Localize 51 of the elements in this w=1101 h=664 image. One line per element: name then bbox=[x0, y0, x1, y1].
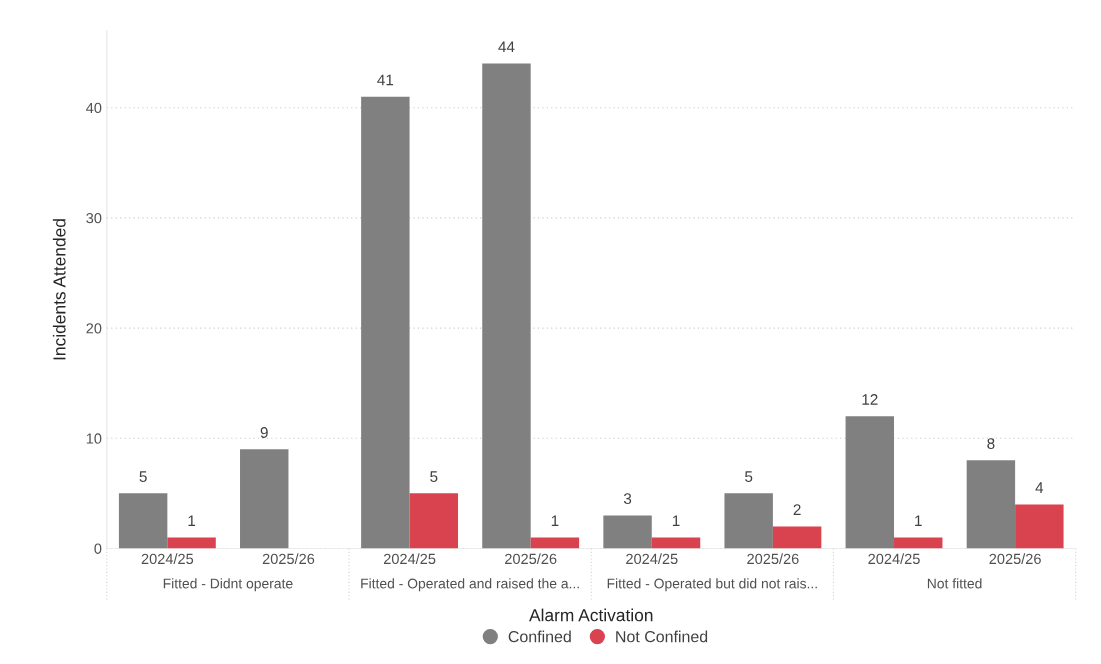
data-label: 41 bbox=[377, 74, 394, 86]
x-tick-label: 2024/25 bbox=[383, 553, 436, 565]
data-label: 1 bbox=[672, 515, 680, 526]
x-tick-label: 2024/25 bbox=[626, 553, 678, 565]
x-tick-label: 2024/25 bbox=[141, 553, 194, 565]
text: Fitted - Operated and raised the a... bbox=[361, 578, 579, 592]
x-tick-label: 2025/26 bbox=[262, 553, 315, 565]
bar bbox=[118, 493, 168, 549]
bar bbox=[894, 537, 943, 549]
data-label: 1 bbox=[915, 515, 922, 526]
bar bbox=[772, 526, 822, 549]
data-label: 5 bbox=[745, 471, 753, 483]
data-label: 4 bbox=[1035, 482, 1044, 493]
bar bbox=[530, 537, 580, 549]
data-label: 44 bbox=[498, 41, 515, 53]
data-label: 5 bbox=[139, 471, 147, 483]
x-tick-label: 2025/26 bbox=[989, 553, 1041, 565]
data-label: 1 bbox=[188, 515, 196, 526]
x-tick-label: 2025/26 bbox=[747, 553, 799, 565]
legend-label: Confined bbox=[508, 630, 571, 643]
y-tick-label: 10 bbox=[86, 433, 102, 444]
bar bbox=[167, 537, 216, 549]
bar bbox=[651, 537, 701, 549]
data-label: 8 bbox=[987, 438, 995, 449]
bar bbox=[482, 63, 531, 549]
y-axis-title: Incidents Attended bbox=[52, 219, 66, 360]
data-label: 5 bbox=[430, 471, 438, 483]
y-tick-label: 0 bbox=[94, 543, 102, 554]
bar bbox=[409, 493, 459, 549]
text: Fitted - Didnt operate bbox=[163, 578, 293, 592]
text: Not fitted bbox=[927, 578, 982, 589]
bar bbox=[845, 416, 895, 549]
x-axis-title: Alarm Activation bbox=[529, 608, 653, 622]
bar bbox=[1015, 504, 1064, 549]
y-tick-label: 40 bbox=[86, 102, 102, 114]
text: Fitted - Operated but did not rais... bbox=[607, 578, 817, 592]
bar bbox=[603, 515, 652, 549]
bar bbox=[966, 460, 1016, 549]
y-tick-label: 30 bbox=[86, 212, 102, 224]
bar bbox=[724, 493, 773, 549]
data-label: 2 bbox=[793, 504, 801, 515]
legend-label: Not Confined bbox=[616, 630, 708, 643]
x-tick-label: 2025/26 bbox=[505, 553, 557, 565]
data-label: 1 bbox=[551, 515, 559, 526]
data-label: 3 bbox=[623, 493, 632, 505]
data-label: 12 bbox=[862, 394, 878, 405]
x-tick-label: 2024/25 bbox=[868, 553, 920, 565]
bar bbox=[361, 96, 410, 549]
y-tick-label: 20 bbox=[86, 323, 102, 334]
data-label: 9 bbox=[260, 427, 268, 438]
bar bbox=[240, 449, 289, 549]
